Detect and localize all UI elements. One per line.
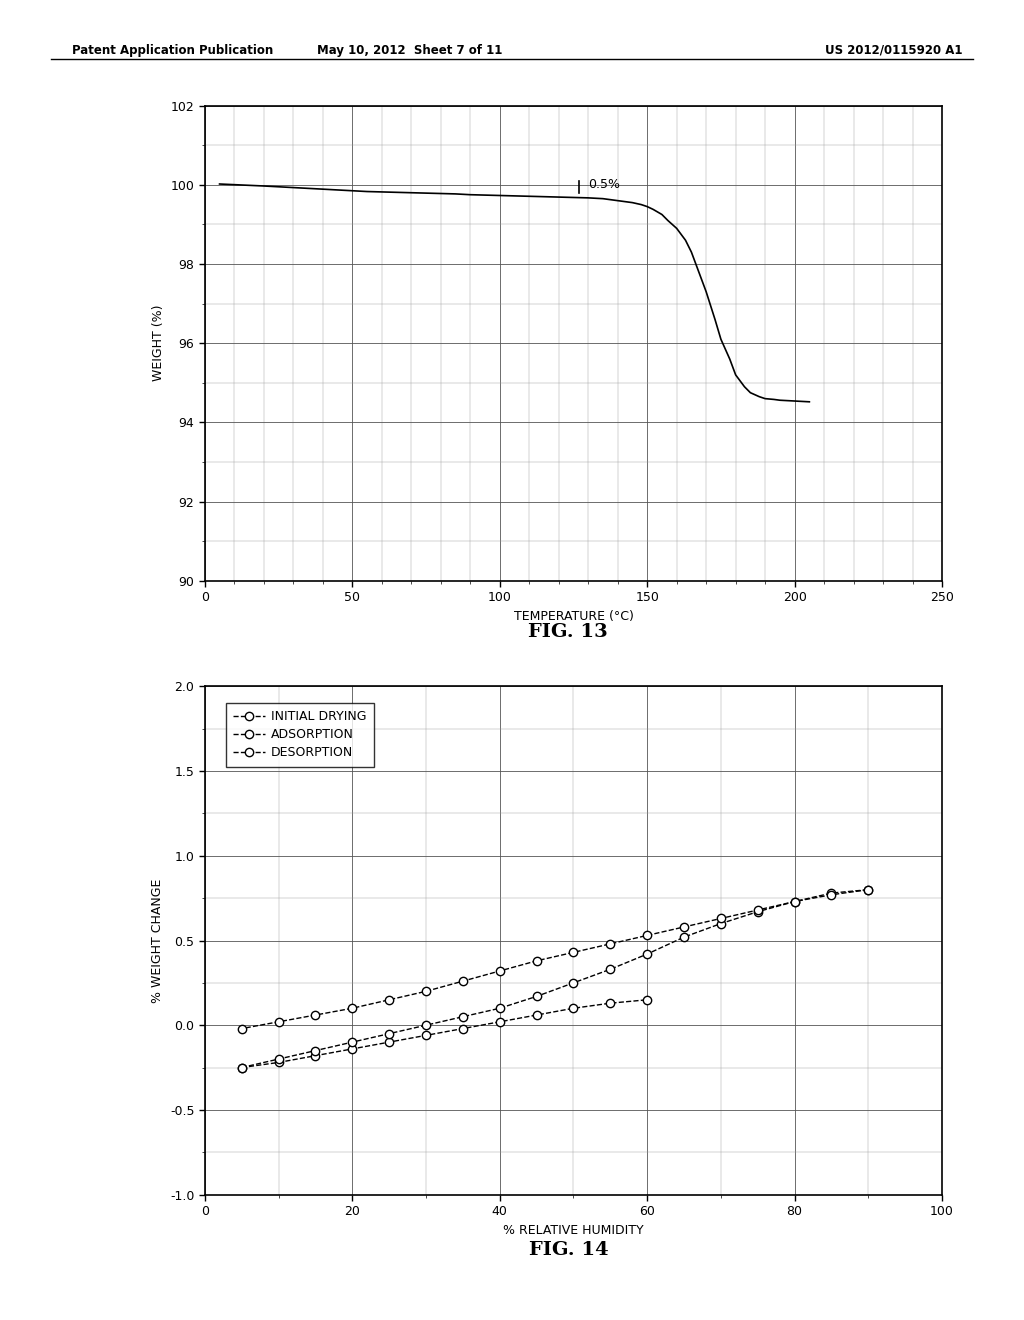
ADSORPTION bbox=[752, 904, 764, 920]
DESORPTION bbox=[530, 953, 543, 969]
Text: US 2012/0115920 A1: US 2012/0115920 A1 bbox=[825, 44, 963, 57]
DESORPTION bbox=[715, 911, 727, 927]
ADSORPTION bbox=[530, 989, 543, 1005]
ADSORPTION bbox=[383, 1026, 395, 1041]
INITIAL DRYING bbox=[567, 1001, 580, 1016]
Line: DESORPTION: DESORPTION bbox=[238, 886, 872, 1032]
Text: May 10, 2012  Sheet 7 of 11: May 10, 2012 Sheet 7 of 11 bbox=[316, 44, 503, 57]
INITIAL DRYING bbox=[346, 1041, 358, 1057]
DESORPTION bbox=[383, 991, 395, 1007]
ADSORPTION bbox=[272, 1051, 285, 1067]
Text: 0.5%: 0.5% bbox=[588, 178, 621, 191]
DESORPTION bbox=[825, 887, 838, 903]
ADSORPTION bbox=[788, 894, 801, 909]
ADSORPTION bbox=[420, 1018, 432, 1034]
ADSORPTION bbox=[715, 916, 727, 932]
ADSORPTION bbox=[309, 1043, 322, 1059]
ADSORPTION bbox=[825, 886, 838, 902]
DESORPTION bbox=[346, 1001, 358, 1016]
X-axis label: TEMPERATURE (°C): TEMPERATURE (°C) bbox=[513, 610, 634, 623]
DESORPTION bbox=[567, 944, 580, 960]
DESORPTION bbox=[236, 1020, 248, 1036]
ADSORPTION bbox=[494, 1001, 506, 1016]
INITIAL DRYING bbox=[494, 1014, 506, 1030]
Y-axis label: % WEIGHT CHANGE: % WEIGHT CHANGE bbox=[152, 878, 164, 1003]
Line: INITIAL DRYING: INITIAL DRYING bbox=[238, 995, 651, 1072]
ADSORPTION bbox=[678, 929, 690, 945]
INITIAL DRYING bbox=[530, 1007, 543, 1023]
INITIAL DRYING bbox=[457, 1020, 469, 1036]
Legend: INITIAL DRYING, ADSORPTION, DESORPTION: INITIAL DRYING, ADSORPTION, DESORPTION bbox=[226, 702, 374, 767]
DESORPTION bbox=[862, 882, 874, 898]
DESORPTION bbox=[457, 973, 469, 989]
Line: ADSORPTION: ADSORPTION bbox=[238, 886, 872, 1072]
INITIAL DRYING bbox=[272, 1055, 285, 1071]
DESORPTION bbox=[420, 983, 432, 999]
Text: Patent Application Publication: Patent Application Publication bbox=[72, 44, 273, 57]
INITIAL DRYING bbox=[420, 1027, 432, 1043]
INITIAL DRYING bbox=[604, 995, 616, 1011]
INITIAL DRYING bbox=[641, 991, 653, 1007]
ADSORPTION bbox=[346, 1035, 358, 1051]
DESORPTION bbox=[272, 1014, 285, 1030]
Text: FIG. 14: FIG. 14 bbox=[528, 1241, 608, 1259]
X-axis label: % RELATIVE HUMIDITY: % RELATIVE HUMIDITY bbox=[503, 1224, 644, 1237]
INITIAL DRYING bbox=[309, 1048, 322, 1064]
ADSORPTION bbox=[457, 1008, 469, 1024]
DESORPTION bbox=[309, 1007, 322, 1023]
ADSORPTION bbox=[604, 961, 616, 977]
Y-axis label: WEIGHT (%): WEIGHT (%) bbox=[152, 305, 165, 381]
DESORPTION bbox=[678, 919, 690, 935]
DESORPTION bbox=[604, 936, 616, 952]
DESORPTION bbox=[494, 964, 506, 979]
Text: FIG. 13: FIG. 13 bbox=[528, 623, 608, 642]
DESORPTION bbox=[752, 902, 764, 917]
INITIAL DRYING bbox=[236, 1060, 248, 1076]
ADSORPTION bbox=[567, 975, 580, 991]
ADSORPTION bbox=[641, 946, 653, 962]
ADSORPTION bbox=[236, 1060, 248, 1076]
INITIAL DRYING bbox=[383, 1035, 395, 1051]
DESORPTION bbox=[641, 928, 653, 944]
DESORPTION bbox=[788, 894, 801, 909]
ADSORPTION bbox=[862, 882, 874, 898]
